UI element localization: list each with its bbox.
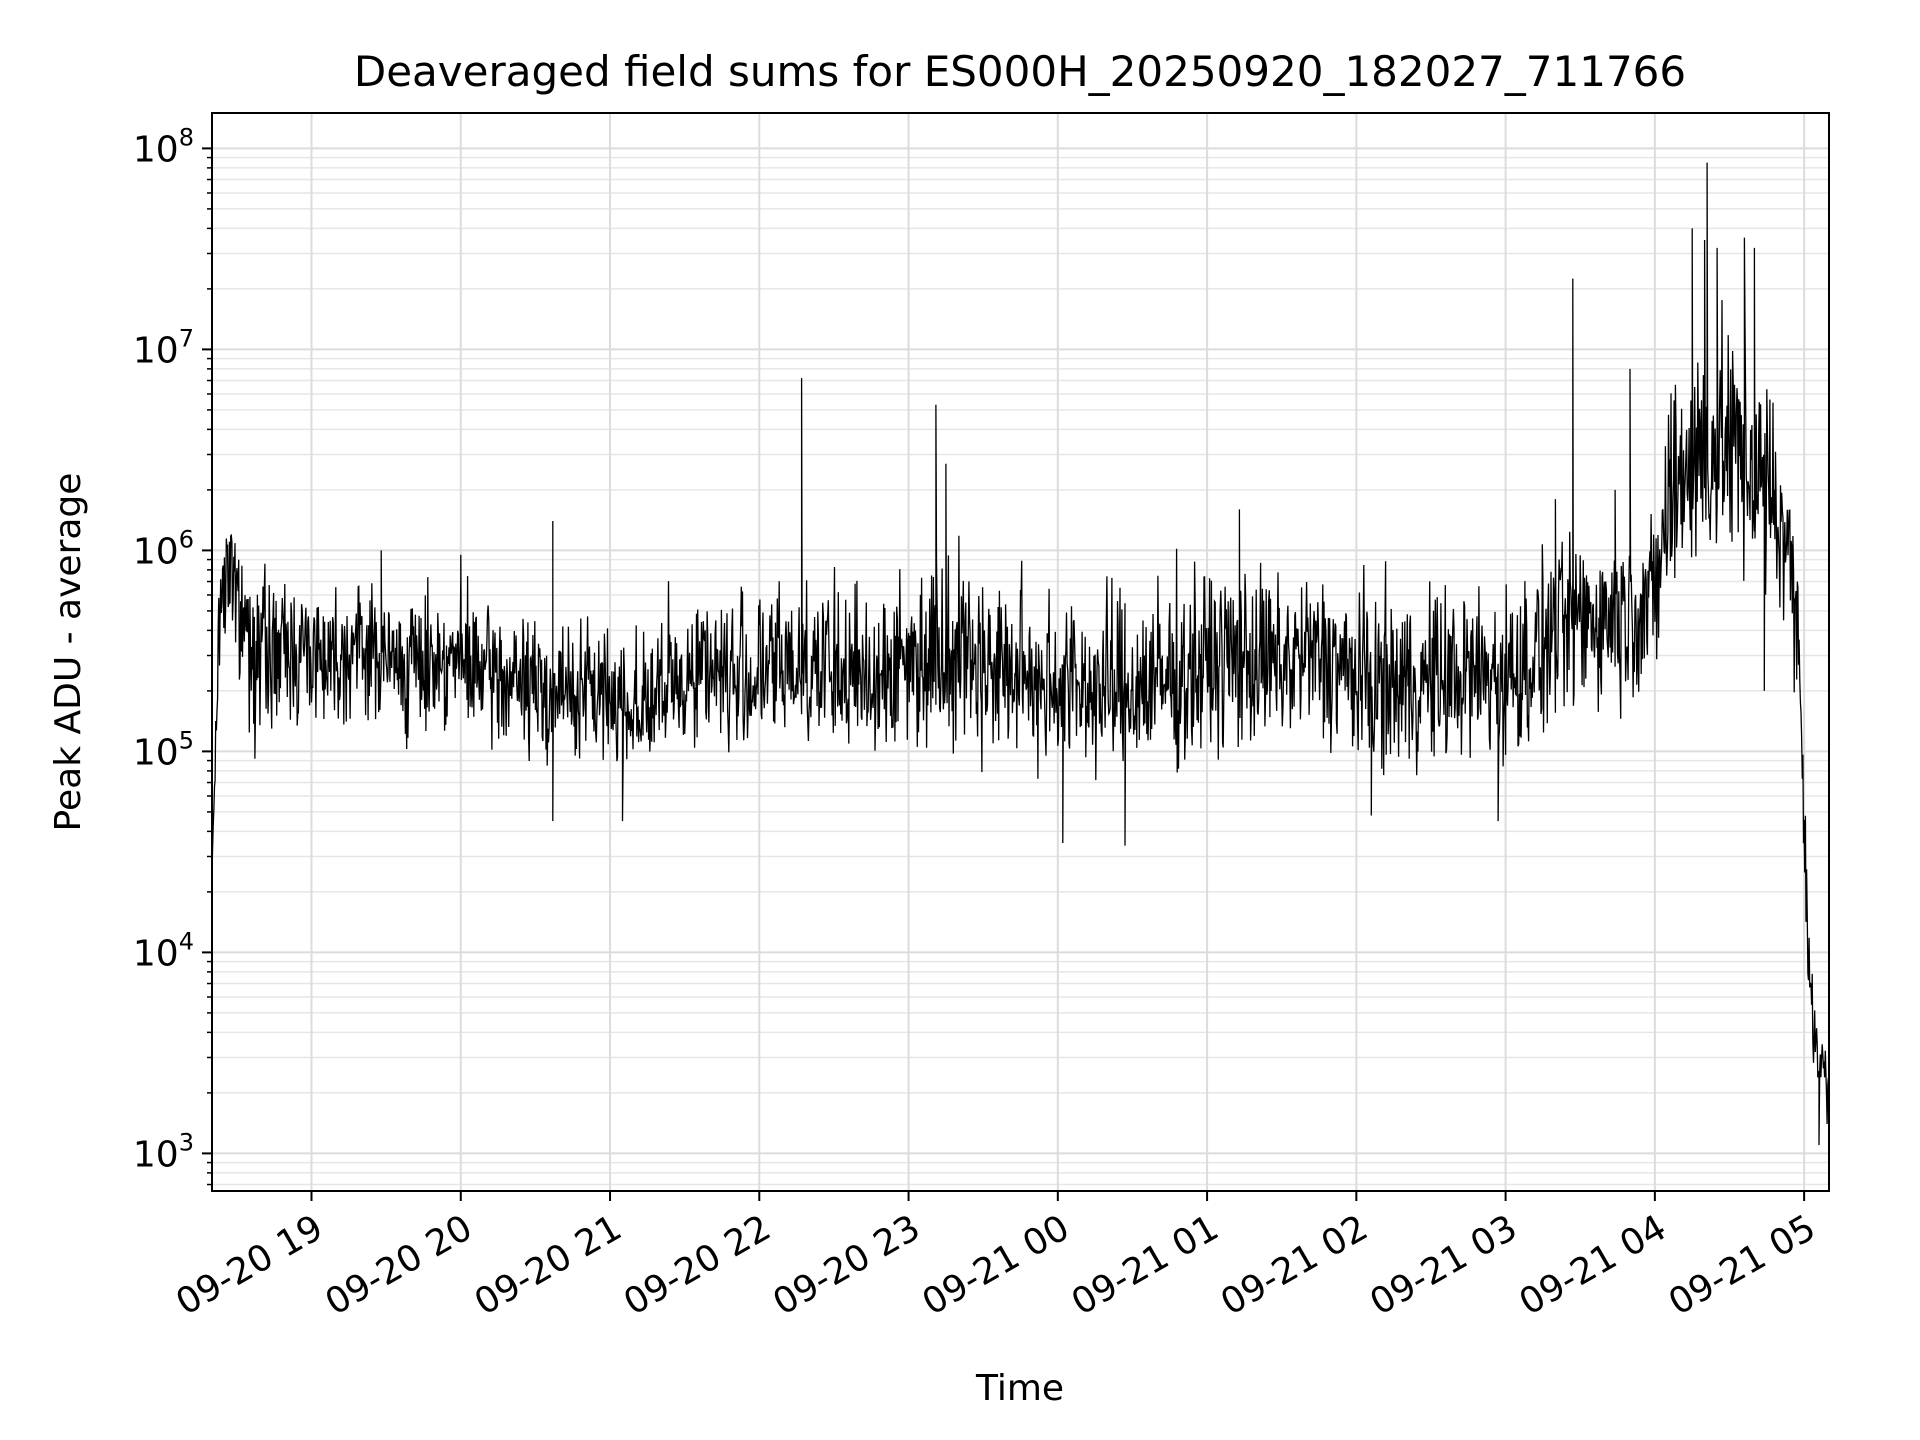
x-axis-label: Time [975,1368,1064,1409]
y-tick-label: 106 [133,525,194,572]
y-tick-label: 108 [133,123,194,170]
y-tick-label: 107 [133,324,194,371]
plot-frame [211,112,1830,1192]
grid [212,113,1829,1191]
y-tick-label: 105 [133,726,194,773]
series-line [211,162,1830,1146]
y-tick-label: 103 [133,1128,194,1175]
y-axis: 103 104 105 106 107 108 [133,123,212,1186]
y-axis-label: Peak ADU - average [48,473,89,832]
series-path [211,162,1830,1146]
chart-title: Deaveraged field sums for ES000H_2025092… [354,47,1686,96]
y-tick-label: 104 [133,927,194,974]
